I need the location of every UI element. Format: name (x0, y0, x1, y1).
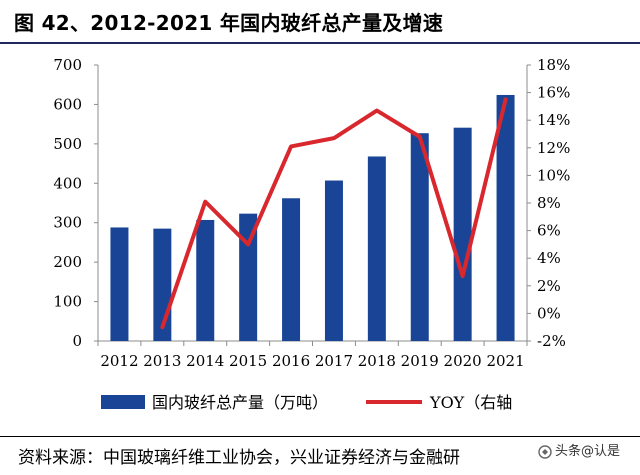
right-axis-tick-label: 8% (537, 194, 561, 212)
x-axis-tick-label: 2017 (315, 352, 353, 370)
x-axis-tick-label: 2018 (358, 352, 396, 370)
watermark-text: 头条@认是 (555, 444, 621, 459)
left-axis-tick-label: 600 (53, 95, 82, 113)
x-axis-tick-label: 2016 (272, 352, 310, 370)
bar-production (496, 94, 515, 341)
right-axis-tick-label: 6% (537, 222, 561, 240)
right-axis-tick-label: 12% (537, 139, 570, 157)
right-axis-tick-label: 10% (537, 166, 570, 184)
x-axis-tick-label: 2020 (444, 352, 482, 370)
left-axis-tick-label: 0 (72, 332, 82, 350)
right-axis-tick-label: 2% (537, 277, 561, 295)
right-axis-tick-label: 18% (537, 56, 570, 74)
bar-production (110, 227, 129, 341)
right-axis-tick-label: 4% (537, 249, 561, 267)
left-axis-tick-label: 300 (53, 214, 82, 232)
x-axis-tick-label: 2019 (401, 352, 439, 370)
left-axis-tick-label: 400 (53, 174, 82, 192)
x-axis-tick-label: 2012 (100, 352, 138, 370)
right-axis-tick-label: -2% (537, 332, 566, 350)
right-axis-tick-label: 0% (537, 304, 561, 322)
left-axis-tick-label: 100 (53, 293, 82, 311)
x-axis-tick-label: 2015 (229, 352, 267, 370)
left-axis-tick-label: 700 (53, 56, 82, 74)
bar-production (367, 156, 386, 341)
bar-production (196, 219, 215, 341)
right-axis-tick-label: 14% (537, 111, 570, 129)
bar-production (239, 213, 258, 341)
bar-production (453, 127, 472, 341)
legend-bar-swatch (101, 395, 145, 409)
bar-production (282, 198, 301, 341)
watermark: 头条@认是 (534, 439, 636, 465)
x-axis-tick-label: 2013 (143, 352, 181, 370)
title-bar: 图 42、2012-2021 年国内玻纤总产量及增速 (0, 0, 640, 44)
combo-chart: 0 100 200 300 400 500 600 700 -2% 0% 2% 4% 6% 8% 10% 12… (53, 56, 570, 412)
right-axis-tick-label: 16% (537, 84, 570, 102)
source-note: 资料来源：中国玻璃纤维工业协会，兴业证券经济与金融研 (18, 448, 460, 468)
source-divider (0, 436, 640, 437)
watermark-logo-icon (538, 444, 552, 459)
x-axis-tick-label: 2014 (186, 352, 224, 370)
x-axis-tick-label: 2021 (486, 352, 524, 370)
legend-bar-label: 国内玻纤总产量（万吨） (152, 393, 328, 412)
left-axis-tick-label: 200 (53, 253, 82, 271)
yoy-line (160, 97, 508, 330)
bar-production (410, 133, 429, 341)
left-axis-tick-label: 500 (53, 135, 82, 153)
chart-title: 图 42、2012-2021 年国内玻纤总产量及增速 (14, 11, 444, 35)
legend-line-label: YOY（右轴 (429, 393, 512, 412)
bar-production (324, 180, 343, 341)
